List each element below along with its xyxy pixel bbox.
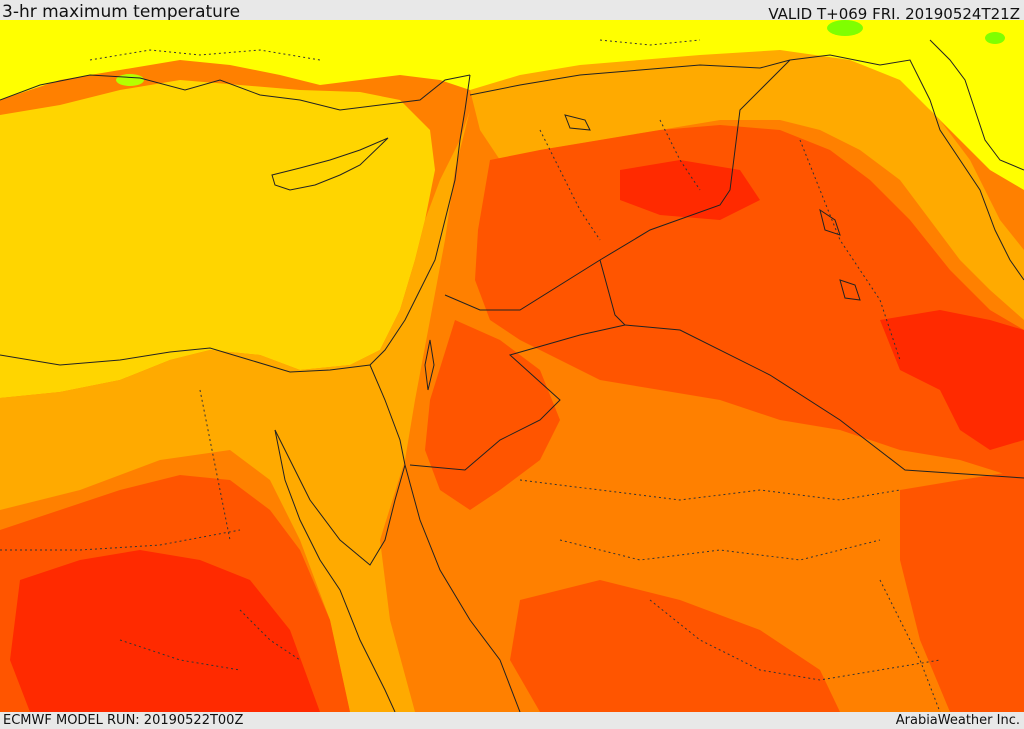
field-dark-orange-iraq [475,125,1024,480]
coast-red-sea-west [274,429,396,712]
border-jordan-iraq [599,259,626,326]
valid-time: VALID T+069 FRI. 20190524T21Z [768,5,1020,23]
field-amber-north [470,50,1024,320]
coast-egypt-north [0,347,371,373]
coast-lake-thar [839,279,861,301]
temperature-map [0,20,1024,712]
coast-turkey-south [0,74,471,111]
field-amber [0,110,470,712]
coast-dead-sea [424,339,435,391]
border-iraq-saudi [624,324,1024,479]
field-green-1 [827,20,863,36]
border-iran-iraq [789,54,1024,281]
field-red-iraq [880,310,1024,450]
field-yellow [0,80,435,398]
coast-caspian [929,39,1024,171]
border-syria-jordan [444,259,601,311]
coast-lake-van [819,208,841,236]
field-red-north-iraq [620,160,760,220]
border-egypt-israel [369,364,406,466]
coast-red-sea-east [404,464,521,712]
credit: ArabiaWeather Inc. [895,713,1020,728]
field-dark-orange-saudi [510,580,840,712]
coast-lake-assad [564,114,591,131]
coast-suez-sinai [274,429,406,566]
field-red-egypt [10,550,320,712]
coastlines [0,39,1024,712]
model-run: ECMWF MODEL RUN: 20190522T00Z [3,713,244,728]
country-borders [369,54,1024,479]
field-dark-orange-jordan [425,320,560,510]
field-green-2 [985,32,1005,44]
border-turkey-syria [469,59,791,96]
border-jordan-saudi [409,324,626,471]
province-borders [0,39,941,712]
field-green-3 [116,74,144,86]
coast-levant [369,74,471,366]
field-dark-orange-east [900,470,1024,712]
coast-cyprus [271,137,389,191]
border-syria-iraq [599,59,791,261]
map-title: 3-hr maximum temperature [2,2,241,22]
